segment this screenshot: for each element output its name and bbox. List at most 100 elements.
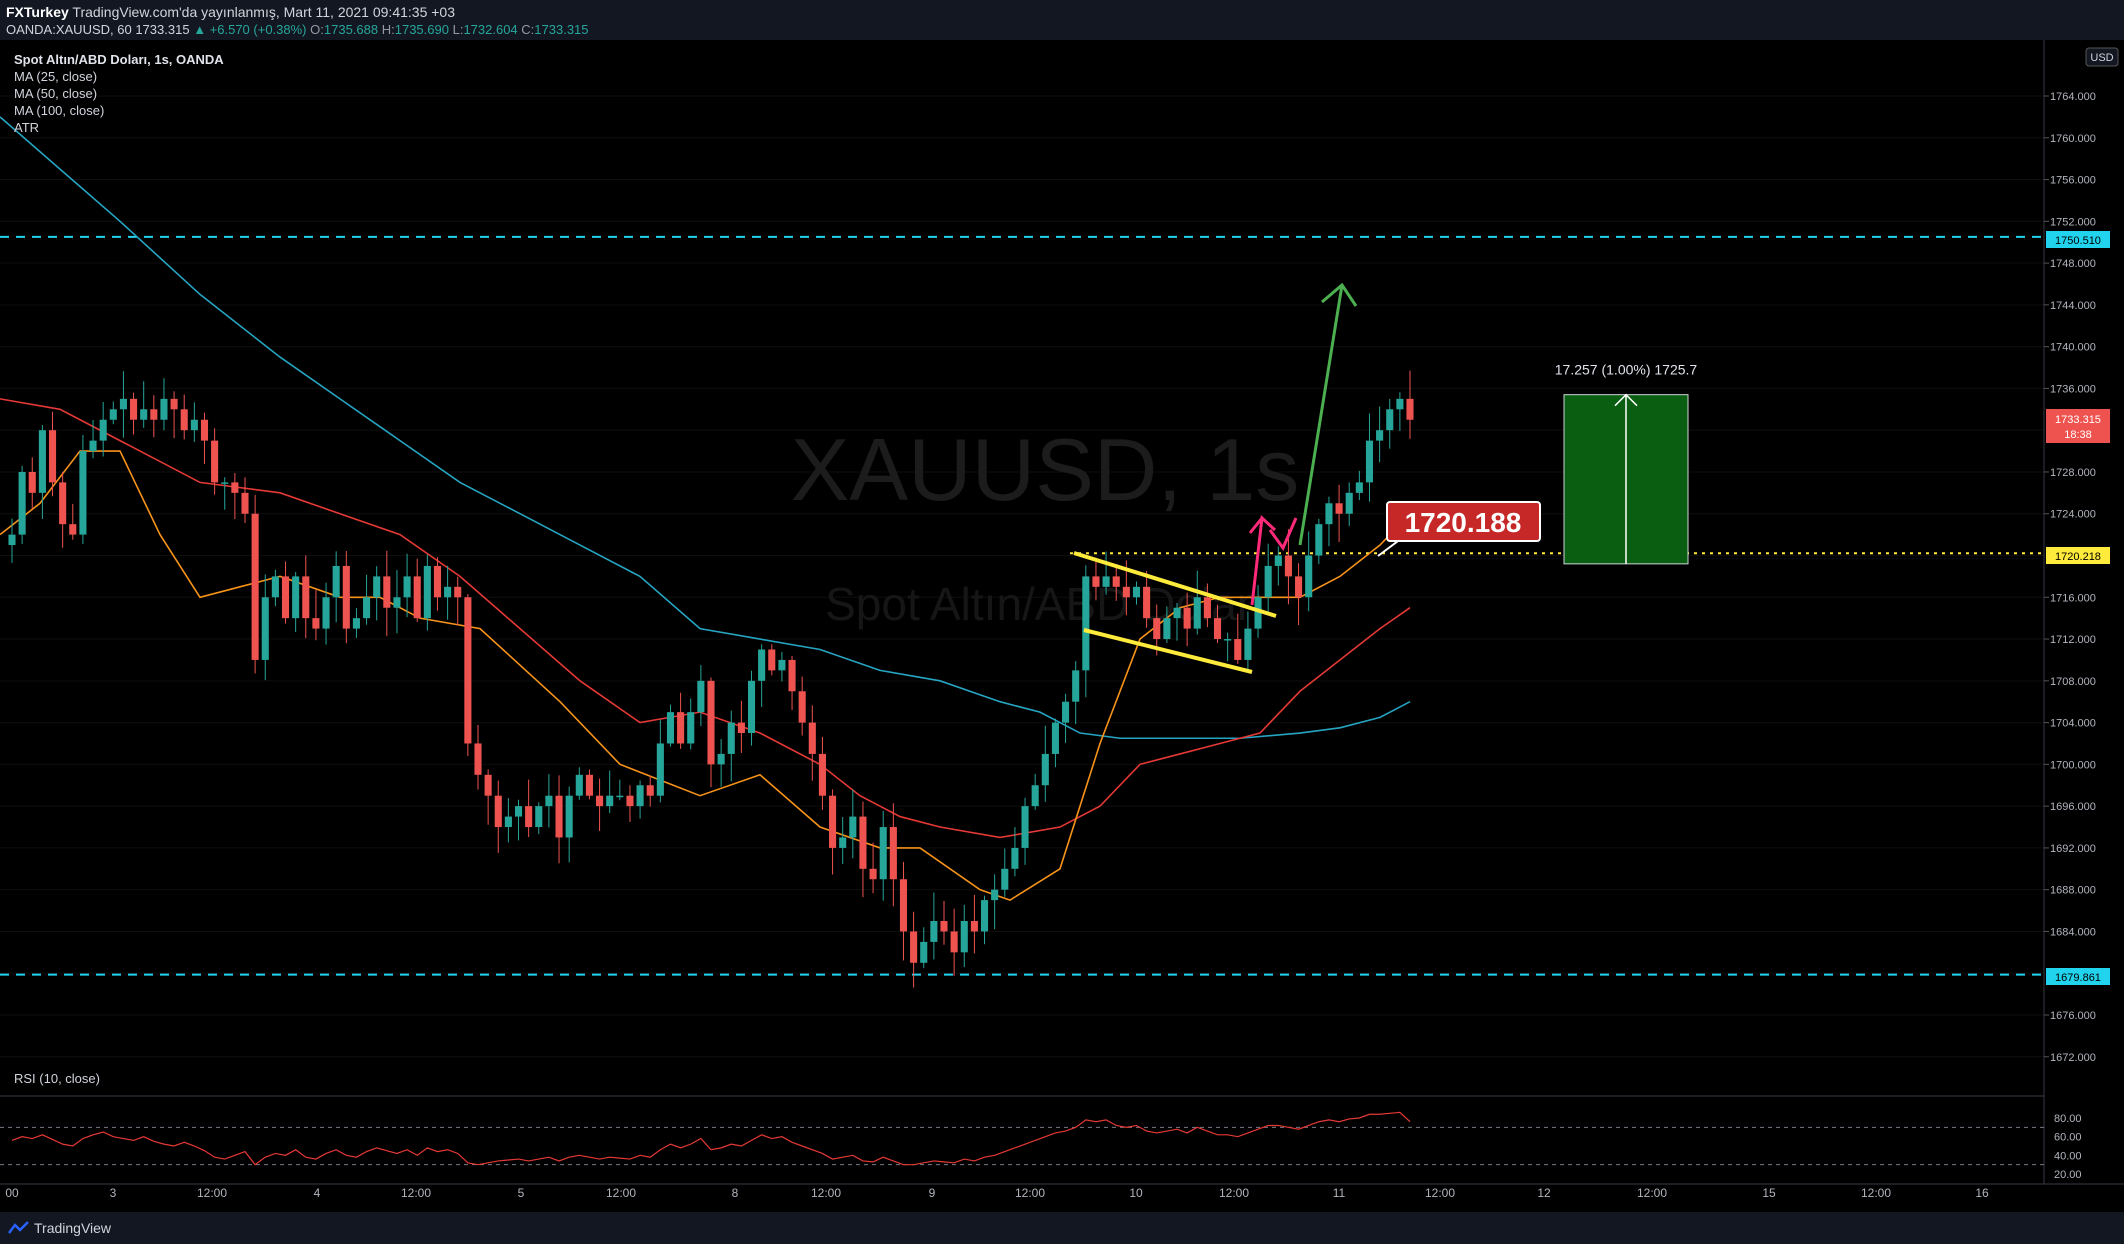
annotation-box — [1386, 501, 1541, 542]
candle-body — [1345, 492, 1353, 514]
legend-ma50[interactable]: MA (50, close) — [14, 86, 98, 101]
time-tick-label: 12 — [1537, 1186, 1551, 1200]
candle-body — [292, 576, 300, 619]
candle-body — [200, 419, 209, 441]
drawings[interactable] — [1073, 282, 1358, 674]
time-tick-label: 12:00 — [1015, 1186, 1045, 1200]
candle-body — [413, 576, 421, 619]
candle-body — [190, 419, 198, 431]
candle-body — [150, 409, 158, 420]
candle-body — [839, 837, 847, 848]
price-tick-label: 1764.000 — [2050, 91, 2096, 103]
price-chart[interactable]: XAUUSD, 1s Spot Altın/ABD Doları 17.257 … — [0, 40, 2124, 1212]
time-tick-label: 12:00 — [1637, 1186, 1667, 1200]
candle-body — [119, 398, 127, 410]
time-tick-label: 12:00 — [1425, 1186, 1455, 1200]
countdown-tag: 18:38 — [2064, 429, 2092, 441]
candle-body — [1295, 576, 1303, 598]
candle-body — [1365, 440, 1374, 483]
rsi-tick-label: 80.00 — [2054, 1113, 2082, 1125]
candle-body — [1335, 503, 1343, 514]
target-arrowhead — [1321, 282, 1358, 307]
candle-body — [332, 565, 340, 598]
currency-button[interactable] — [2085, 47, 2119, 67]
legend-atr[interactable]: ATR — [14, 120, 40, 135]
candle-body — [221, 482, 229, 484]
candle-body — [403, 576, 411, 598]
candle-body — [1396, 398, 1404, 410]
candle-body — [1355, 482, 1363, 493]
flag-lower-line — [1083, 628, 1253, 674]
watermark-symbol: XAUUSD, 1s — [791, 420, 1300, 519]
candle-body — [514, 806, 523, 817]
candle-body — [1072, 670, 1080, 702]
candle-body — [1173, 607, 1181, 619]
candle-body — [565, 795, 573, 838]
open-value: 1735.688 — [323, 22, 379, 37]
rsi-tick-label: 60.00 — [2054, 1132, 2082, 1144]
candle-body — [677, 712, 685, 744]
time-tick-label: 12:00 — [401, 1186, 431, 1200]
candle-body — [109, 409, 117, 420]
annotation-callout[interactable]: 1720.188 — [1377, 501, 1541, 557]
publisher-name[interactable]: FXTurkey — [6, 4, 69, 20]
candle-body — [818, 753, 826, 796]
candle-body — [1376, 430, 1384, 441]
currency-label: USD — [2090, 52, 2113, 64]
price-axis-ticks: 1764.000 1760.000 1756.000 1752.000 1748.000… — [2044, 91, 2096, 1064]
candle-body — [89, 440, 97, 452]
candle-body — [575, 774, 583, 796]
candle-body — [211, 440, 219, 483]
footer-brand[interactable]: TradingView — [34, 1220, 112, 1236]
candle-body — [484, 774, 492, 796]
target-projection[interactable]: 17.257 (1.00%) 1725.7 — [1555, 362, 1698, 565]
candle-body — [545, 795, 553, 807]
legend-rsi[interactable]: RSI (10, close) — [14, 1071, 100, 1086]
candle-body — [910, 931, 918, 963]
legend-ma25[interactable]: MA (25, close) — [14, 69, 98, 84]
flag-upper-line — [1073, 551, 1277, 618]
time-tick-label: 5 — [518, 1186, 525, 1200]
price-tick-label: 1704.000 — [2050, 718, 2096, 730]
price-tick-label: 1696.000 — [2050, 801, 2096, 813]
time-tick-label: 9 — [929, 1186, 936, 1200]
candle-body — [707, 680, 715, 765]
candle-body — [758, 649, 766, 681]
candle-body — [69, 524, 77, 535]
rsi-pane[interactable]: 80.00 60.00 40.00 20.00 — [0, 1111, 2082, 1181]
candle-body — [1193, 597, 1201, 629]
candle-body — [970, 921, 978, 932]
candle-body — [717, 753, 725, 765]
time-tick-label: 15 — [1762, 1186, 1776, 1200]
target-arrow-head — [1614, 393, 1638, 407]
candle-body — [180, 409, 188, 431]
price-tick-label: 1672.000 — [2050, 1052, 2096, 1064]
candle-body — [251, 513, 259, 660]
candle-body — [1315, 524, 1323, 556]
published-text: TradingView.com'da yayınlanmış, Mart 11,… — [72, 4, 455, 20]
low-value: 1732.604 — [463, 22, 518, 37]
grid — [0, 95, 2044, 1058]
candle-body — [1132, 586, 1141, 598]
time-axis[interactable]: 00 3 12:00 4 12:00 5 12:00 8 12:00 9 12:00 10 12:00 1… — [5, 1186, 1989, 1200]
time-tick-label: 12:00 — [811, 1186, 841, 1200]
chart-title: Spot Altın/ABD Doları, 1s, OANDA — [14, 52, 224, 67]
candle-body — [18, 471, 26, 535]
candle-body — [1153, 618, 1161, 640]
legend-ma100[interactable]: MA (100, close) — [14, 103, 105, 118]
candle-body — [889, 827, 897, 880]
candle-body — [1122, 586, 1130, 598]
candle-body — [879, 827, 887, 880]
candle-body — [950, 931, 958, 953]
candle-body — [1112, 576, 1120, 587]
candle-body — [28, 471, 36, 493]
top-line-price: 1750.510 — [2055, 235, 2101, 247]
price-tick-label: 1752.000 — [2050, 216, 2096, 228]
candle-body — [322, 597, 330, 629]
candle-body — [1183, 607, 1191, 629]
time-tick-label: 16 — [1975, 1186, 1989, 1200]
price-tick-label: 1716.000 — [2050, 592, 2096, 604]
price-tick-label: 1740.000 — [2050, 342, 2096, 354]
candle-body — [241, 492, 249, 514]
candle-body — [312, 618, 320, 629]
